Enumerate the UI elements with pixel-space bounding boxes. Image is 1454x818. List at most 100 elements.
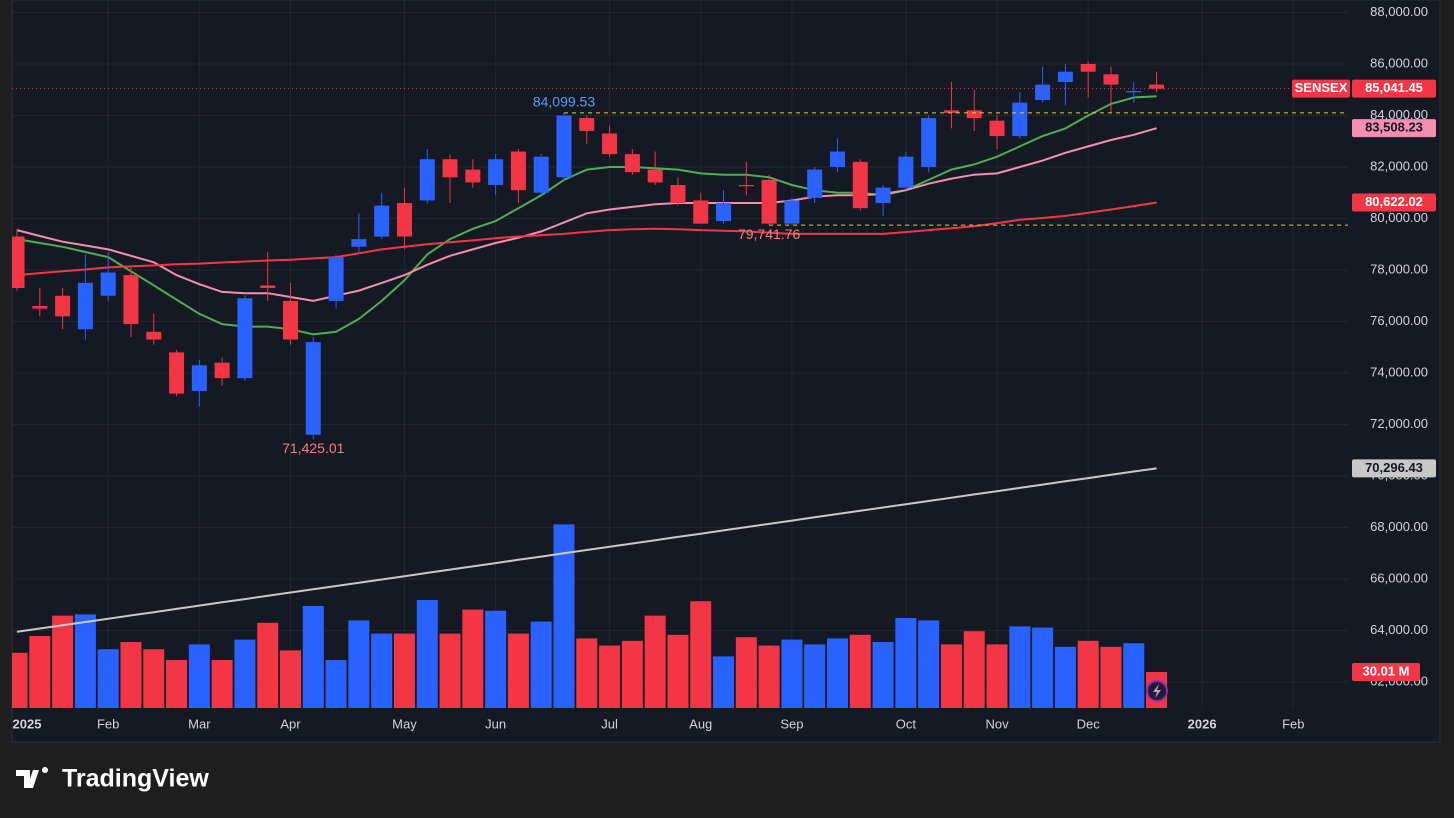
ma-line — [16, 201, 1157, 277]
y-tick-label: 72,000.00 — [1370, 416, 1428, 431]
volume-bar — [485, 610, 507, 708]
extreme-label: 79,741.76 — [738, 226, 800, 242]
candle-body — [214, 362, 230, 379]
candle-body — [624, 154, 640, 173]
volume-bar — [371, 633, 393, 708]
volume-bar — [120, 642, 142, 708]
candle-body — [1080, 63, 1096, 72]
x-tick-label: Apr — [280, 716, 301, 731]
volume-bar — [895, 618, 917, 708]
volume-bar — [804, 644, 826, 708]
volume-bar — [74, 614, 96, 708]
plot: 84,099.53 71,425.01 79,741.76 — [12, 61, 1348, 708]
candle-body — [852, 161, 868, 209]
volume-bar — [188, 644, 210, 708]
candle-body — [510, 151, 526, 191]
ma-line — [16, 127, 1157, 302]
y-tick-label: 88,000.00 — [1370, 4, 1428, 19]
ma-price-tag-bg — [1352, 459, 1436, 478]
candle-body — [283, 300, 299, 340]
ma-price-tag: 83,508.23 — [1365, 120, 1423, 135]
volume-bar — [1009, 626, 1031, 708]
ma-price-tag: 80,622.02 — [1365, 194, 1423, 209]
candle-body — [989, 120, 1005, 137]
candle-body — [146, 331, 162, 340]
volume-bar — [1054, 646, 1076, 708]
y-tick-label: 68,000.00 — [1370, 519, 1428, 534]
volume-bar — [393, 633, 415, 708]
candle-body — [1012, 102, 1028, 137]
symbol-tag-bg — [1292, 79, 1350, 98]
x-tick-label: Aug — [689, 716, 712, 731]
alert-bolt — [1153, 684, 1161, 698]
x-tick-label: 2026 — [1188, 716, 1217, 731]
ma-price-tag-bg — [1352, 193, 1436, 212]
candle-body — [738, 185, 754, 187]
candle-body — [32, 306, 48, 309]
y-tick-label: 84,000.00 — [1370, 107, 1428, 122]
logo-icon — [16, 767, 48, 788]
candle-body — [579, 118, 595, 131]
y-tick-label: 82,000.00 — [1370, 158, 1428, 173]
candle-body — [351, 239, 367, 247]
volume-bar — [257, 622, 279, 708]
candle-body — [123, 275, 139, 325]
y-tick-label: 80,000.00 — [1370, 210, 1428, 225]
candle-body — [1149, 84, 1165, 89]
candle-body — [191, 365, 207, 392]
volume-bar — [325, 660, 347, 708]
volume-bar — [507, 633, 529, 708]
symbol-tag: SENSEX — [1295, 80, 1348, 95]
candle-body — [693, 200, 709, 224]
candle-body — [55, 295, 71, 317]
volume-bar — [302, 606, 324, 708]
y-tick-label: 78,000.00 — [1370, 261, 1428, 276]
last-price-tag: 85,041.45 — [1365, 80, 1423, 95]
volume-bar — [621, 640, 643, 708]
volume-bar — [29, 636, 51, 708]
volume-bar — [553, 524, 575, 708]
extreme-label: 71,425.01 — [282, 440, 344, 456]
y-tick-label: 64,000.00 — [1370, 622, 1428, 637]
volume-bar — [12, 652, 28, 708]
volume-bar — [348, 620, 370, 708]
candle-body — [807, 169, 823, 198]
volume-bar — [439, 633, 461, 708]
volume-bar — [234, 639, 256, 708]
volume-bar — [211, 660, 233, 708]
x-tick-label: Jun — [485, 716, 506, 731]
volume-bar — [1100, 646, 1122, 708]
volume-bar — [143, 649, 165, 708]
y-tick-label: 66,000.00 — [1370, 570, 1428, 585]
candle-body — [1103, 74, 1119, 85]
volume-bar — [849, 634, 871, 708]
ma-line — [16, 467, 1157, 633]
candle-body — [169, 352, 185, 394]
brand-name: TradingView — [62, 765, 209, 793]
volume-bar — [986, 644, 1008, 708]
y-tick-label: 86,000.00 — [1370, 55, 1428, 70]
x-tick-label: Jul — [601, 716, 618, 731]
volume-bar — [599, 645, 621, 708]
candle-body — [898, 156, 914, 188]
grid — [11, 0, 1348, 708]
candle-body — [237, 298, 253, 379]
volume-bar — [1077, 640, 1099, 708]
x-tick-label: May — [392, 716, 417, 731]
volume-bar — [667, 634, 689, 708]
volume-bar — [97, 649, 119, 708]
volume-bar — [758, 645, 780, 708]
volume-bar — [462, 609, 484, 708]
candle-body — [100, 272, 116, 296]
candle-body — [966, 110, 982, 119]
candle-body — [260, 285, 276, 289]
candle-body — [829, 151, 845, 167]
brand-logo: TradingView — [16, 765, 209, 793]
candle-body — [784, 200, 800, 224]
candle-body — [1126, 91, 1142, 93]
candle-body — [374, 205, 390, 237]
volume-bar — [690, 601, 712, 708]
candle-body — [943, 110, 959, 113]
volume-bar — [52, 615, 74, 708]
